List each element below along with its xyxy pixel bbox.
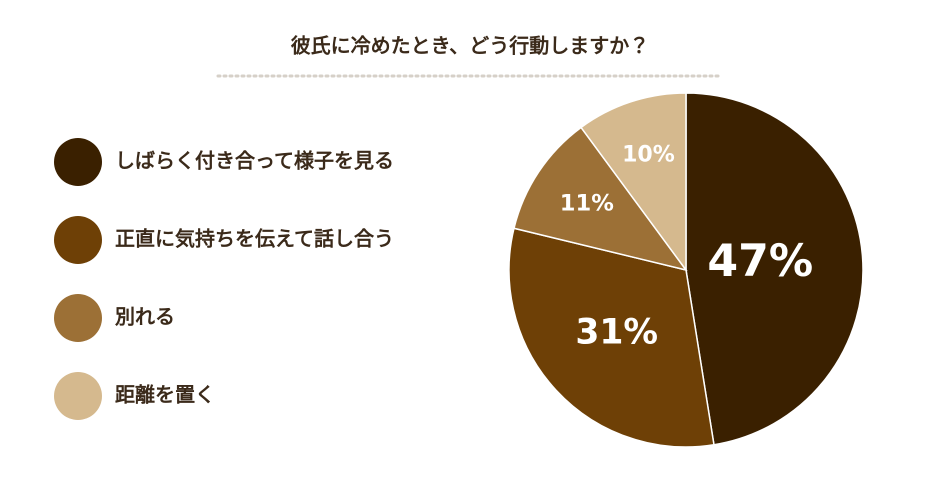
slice-label: 10% bbox=[622, 143, 675, 168]
legend-swatch bbox=[54, 294, 102, 342]
pie-slice bbox=[508, 227, 715, 448]
chart-title: 彼氏に冷めたとき、どう行動しますか？ bbox=[291, 34, 650, 58]
legend-swatch bbox=[54, 138, 102, 186]
pie-slice bbox=[685, 92, 864, 446]
pie-slice bbox=[580, 92, 687, 273]
slice-label: 11% bbox=[560, 191, 614, 217]
legend-swatch bbox=[54, 216, 102, 264]
legend-swatch bbox=[54, 372, 102, 420]
slice-label: 31% bbox=[575, 313, 658, 353]
legend-label: 別れる bbox=[115, 305, 175, 329]
legend-label: 距離を置く bbox=[115, 383, 215, 407]
slice-label: 47% bbox=[707, 236, 813, 287]
legend-label: しばらく付き合って様子を見る bbox=[115, 149, 394, 173]
legend-label: 正直に気持ちを伝えて話し合う bbox=[115, 227, 394, 251]
pie-slice bbox=[513, 126, 688, 272]
